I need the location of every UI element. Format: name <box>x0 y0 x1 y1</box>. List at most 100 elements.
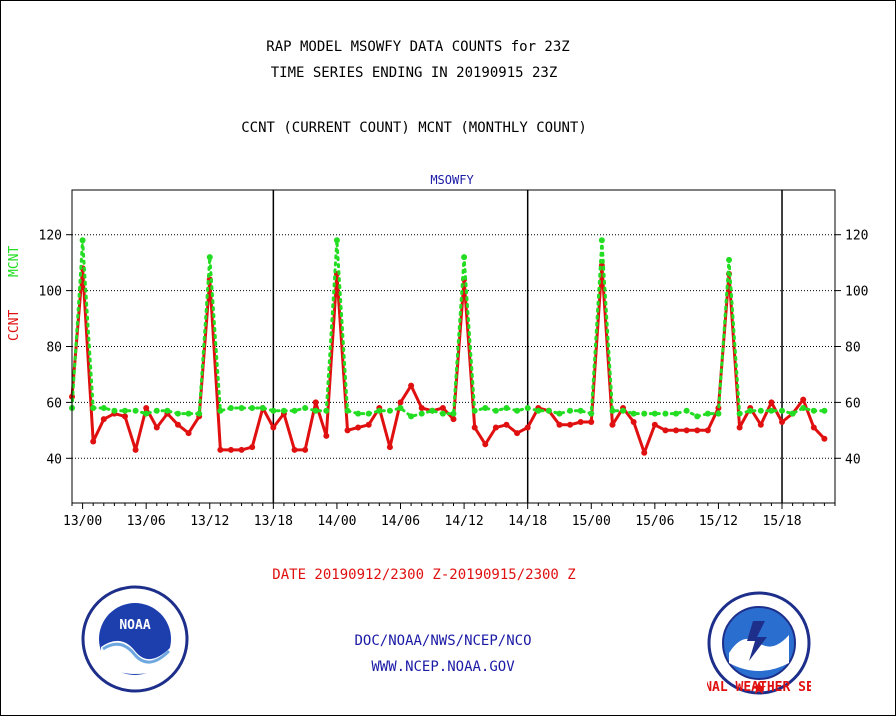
data-point-mcnt <box>270 407 277 414</box>
y-tick-label-left: 120 <box>39 229 62 244</box>
data-point-ccnt <box>153 424 160 431</box>
series-line-mcnt <box>70 238 826 418</box>
data-point-mcnt <box>312 407 319 414</box>
x-tick-label: 13/00 <box>63 514 102 529</box>
data-point-mcnt <box>482 404 489 411</box>
data-point-ccnt <box>471 424 478 431</box>
data-point-mcnt <box>185 410 192 417</box>
y-tick-label-right: 120 <box>845 229 868 244</box>
y-tick-label-left: 60 <box>46 396 62 411</box>
data-point-ccnt <box>143 404 150 411</box>
organization-label: DOC/NOAA/NWS/NCEP/NCO <box>354 633 532 649</box>
data-point-ccnt <box>365 421 372 428</box>
data-point-mcnt <box>249 404 256 411</box>
data-point-ccnt <box>249 444 256 451</box>
data-point-mcnt <box>302 404 309 411</box>
x-tick-label: 13/18 <box>254 514 293 529</box>
data-point-mcnt <box>143 410 150 417</box>
data-point-ccnt <box>121 413 128 420</box>
data-point-mcnt <box>789 410 796 417</box>
data-point-ccnt <box>90 438 97 445</box>
data-point-ccnt <box>132 446 139 453</box>
data-point-mcnt <box>132 407 139 414</box>
data-point-ccnt <box>609 421 616 428</box>
data-point-mcnt <box>757 407 764 414</box>
data-point-mcnt <box>439 410 446 417</box>
data-point-mcnt <box>418 410 425 417</box>
data-point-mcnt <box>376 407 383 414</box>
data-point-ccnt <box>588 418 595 425</box>
data-point-ccnt <box>810 424 817 431</box>
data-point-mcnt <box>153 407 160 414</box>
noaa-logo: NOAA <box>81 585 189 693</box>
data-point-ccnt <box>386 444 393 451</box>
data-point-mcnt <box>768 407 775 414</box>
data-point-mcnt <box>174 410 181 417</box>
data-point-ccnt <box>450 416 457 423</box>
data-point-mcnt <box>280 407 287 414</box>
station-label: MSOWFY <box>430 173 474 187</box>
x-tick-label: 15/00 <box>572 514 611 529</box>
x-tick-label: 14/18 <box>508 514 547 529</box>
data-point-ccnt <box>630 418 637 425</box>
data-point-ccnt <box>641 449 648 456</box>
data-point-ccnt <box>779 418 786 425</box>
data-point-ccnt <box>185 430 192 437</box>
data-point-mcnt <box>79 237 86 244</box>
data-point-mcnt <box>111 407 118 414</box>
nws-logo: NATIONAL WEATHER SERVICE <box>707 591 811 695</box>
data-point-mcnt <box>567 407 574 414</box>
data-point-ccnt <box>694 427 701 434</box>
data-point-mcnt <box>651 410 658 417</box>
data-point-mcnt <box>694 413 701 420</box>
data-point-mcnt <box>620 407 627 414</box>
data-point-mcnt <box>365 410 372 417</box>
data-point-mcnt <box>821 407 828 414</box>
chart-title-line2: TIME SERIES ENDING IN 20190915 23Z <box>270 65 558 81</box>
data-point-ccnt <box>524 424 531 431</box>
data-point-ccnt <box>821 435 828 442</box>
data-point-mcnt <box>450 410 457 417</box>
data-point-ccnt <box>100 416 107 423</box>
data-point-mcnt <box>492 407 499 414</box>
grid-layer <box>72 190 835 503</box>
data-point-ccnt <box>270 424 277 431</box>
data-point-mcnt <box>259 404 266 411</box>
data-point-mcnt <box>577 407 584 414</box>
data-point-ccnt <box>323 432 330 439</box>
y-tick-label-left: 100 <box>39 285 62 300</box>
chart-subtitle: CCNT (CURRENT COUNT) MCNT (MONTHLY COUNT… <box>241 120 587 136</box>
data-point-mcnt <box>747 407 754 414</box>
data-point-mcnt <box>429 407 436 414</box>
data-point-mcnt <box>545 407 552 414</box>
data-point-ccnt <box>227 446 234 453</box>
data-point-mcnt <box>662 410 669 417</box>
data-point-ccnt <box>673 427 680 434</box>
data-point-mcnt <box>810 407 817 414</box>
data-point-ccnt <box>439 404 446 411</box>
data-point-mcnt <box>408 413 415 420</box>
data-point-mcnt <box>556 410 563 417</box>
x-tick-label: 14/06 <box>381 514 420 529</box>
x-tick-label: 15/18 <box>762 514 801 529</box>
website-label: WWW.NCEP.NOAA.GOV <box>371 659 515 675</box>
data-point-mcnt <box>704 410 711 417</box>
y-tick-label-right: 100 <box>845 285 868 300</box>
data-point-ccnt <box>397 399 404 406</box>
data-point-ccnt <box>418 404 425 411</box>
chart-title-line1: RAP MODEL MSOWFY DATA COUNTS for 23Z <box>266 39 570 55</box>
data-point-ccnt <box>757 421 764 428</box>
data-point-ccnt <box>312 399 319 406</box>
data-point-ccnt <box>514 430 521 437</box>
data-point-mcnt <box>206 254 213 261</box>
data-point-ccnt <box>736 424 743 431</box>
data-point-mcnt <box>503 404 510 411</box>
data-point-ccnt <box>238 446 245 453</box>
noaa-logo-text: NOAA <box>119 618 150 633</box>
data-point-ccnt <box>174 421 181 428</box>
data-point-mcnt <box>227 404 234 411</box>
y-tick-label-left: 40 <box>46 452 62 467</box>
x-tick-label: 14/12 <box>445 514 484 529</box>
data-point-ccnt <box>577 418 584 425</box>
